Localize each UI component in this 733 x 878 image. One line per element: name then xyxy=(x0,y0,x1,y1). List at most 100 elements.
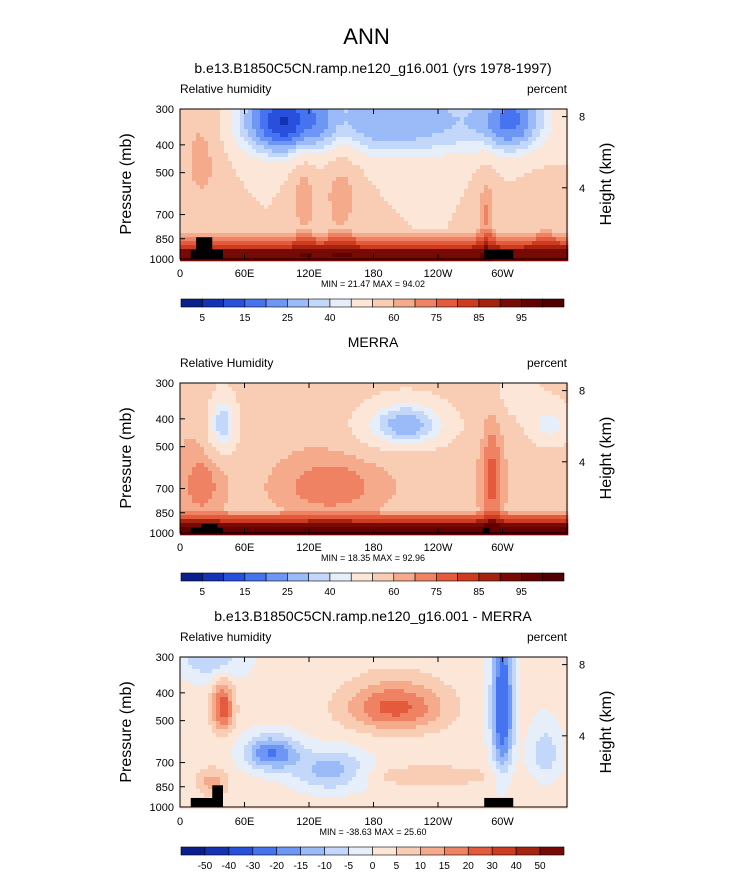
heatmap-cell xyxy=(460,169,464,173)
heatmap-cell xyxy=(228,125,232,129)
heatmap-cell xyxy=(456,121,460,125)
heatmap-cell xyxy=(484,181,488,185)
heatmap-cell xyxy=(268,407,272,411)
heatmap-cell xyxy=(260,253,264,257)
heatmap-cell xyxy=(240,133,244,137)
heatmap-cell xyxy=(440,205,444,209)
heatmap-cell xyxy=(464,121,468,125)
heatmap-cell xyxy=(224,253,228,257)
heatmap-cell xyxy=(220,399,224,403)
heatmap-cell xyxy=(372,205,376,209)
heatmap-cell xyxy=(368,249,372,253)
heatmap-cell xyxy=(528,427,532,431)
heatmap-cell xyxy=(324,193,328,197)
heatmap-cell xyxy=(328,205,332,209)
heatmap-cell xyxy=(540,427,544,431)
heatmap-cell xyxy=(424,193,428,197)
heatmap-cell xyxy=(316,395,320,399)
heatmap-cell xyxy=(460,109,464,113)
heatmap-cell xyxy=(420,149,424,153)
heatmap-cell xyxy=(516,165,520,169)
heatmap-cell xyxy=(288,249,292,253)
heatmap-cell xyxy=(548,205,552,209)
heatmap-cell xyxy=(220,245,224,249)
heatmap-cell xyxy=(380,415,384,419)
heatmap-cell xyxy=(380,137,384,141)
colorbar-box xyxy=(309,299,330,307)
heatmap-cell xyxy=(284,181,288,185)
heatmap-cell xyxy=(496,181,500,185)
heatmap-cell xyxy=(236,213,240,217)
heatmap-cell xyxy=(504,153,508,157)
heatmap-cell xyxy=(516,125,520,129)
heatmap-cell xyxy=(180,193,184,197)
heatmap-cell xyxy=(440,391,444,395)
heatmap-cell xyxy=(516,217,520,221)
heatmap-cell xyxy=(272,391,276,395)
heatmap-cell xyxy=(332,205,336,209)
heatmap-cell xyxy=(496,197,500,201)
heatmap-cell xyxy=(516,161,520,165)
heatmap-cell xyxy=(516,399,520,403)
heatmap-cell xyxy=(456,173,460,177)
heatmap-cell xyxy=(360,241,364,245)
heatmap-cell xyxy=(556,399,560,403)
heatmap-cell xyxy=(452,113,456,117)
heatmap-cell xyxy=(316,181,320,185)
heatmap-cell xyxy=(372,213,376,217)
heatmap-cell xyxy=(432,423,436,427)
heatmap-cell xyxy=(492,205,496,209)
heatmap-cell xyxy=(368,411,372,415)
heatmap-cell xyxy=(452,245,456,249)
heatmap-cell xyxy=(552,173,556,177)
heatmap-cell xyxy=(356,177,360,181)
heatmap-cell xyxy=(216,153,220,157)
heatmap-cell xyxy=(312,121,316,125)
heatmap-cell xyxy=(500,137,504,141)
heatmap-cell xyxy=(304,403,308,407)
heatmap-cell xyxy=(380,209,384,213)
heatmap-cell xyxy=(308,141,312,145)
heatmap-cell xyxy=(296,129,300,133)
heatmap-cell xyxy=(448,225,452,229)
heatmap-cell xyxy=(184,229,188,233)
heatmap-cell xyxy=(400,395,404,399)
heatmap-cell xyxy=(376,229,380,233)
heatmap-cell xyxy=(388,185,392,189)
heatmap-cell xyxy=(436,125,440,129)
heatmap-cell xyxy=(440,233,444,237)
heatmap-cell xyxy=(316,185,320,189)
heatmap-cell xyxy=(348,209,352,213)
heatmap-cell xyxy=(232,229,236,233)
heatmap-cell xyxy=(376,185,380,189)
heatmap-cell xyxy=(504,213,508,217)
heatmap-cell xyxy=(384,209,388,213)
heatmap-cell xyxy=(228,189,232,193)
heatmap-cell xyxy=(332,189,336,193)
heatmap-cell xyxy=(344,253,348,257)
heatmap-cell xyxy=(520,185,524,189)
heatmap-cell xyxy=(548,193,552,197)
heatmap-cell xyxy=(356,225,360,229)
heatmap-cell xyxy=(292,201,296,205)
heatmap-cell xyxy=(208,177,212,181)
heatmap-cell xyxy=(288,383,292,387)
heatmap-cell xyxy=(348,145,352,149)
heatmap-cell xyxy=(556,145,560,149)
heatmap-cell xyxy=(256,427,260,431)
heatmap-cell xyxy=(400,153,404,157)
heatmap-cell xyxy=(460,209,464,213)
heatmap-cell xyxy=(520,221,524,225)
heatmap-cell xyxy=(296,403,300,407)
heatmap-cell xyxy=(404,407,408,411)
heatmap-cell xyxy=(204,205,208,209)
heatmap-cell xyxy=(388,189,392,193)
heatmap-cell xyxy=(544,181,548,185)
heatmap-cell xyxy=(332,407,336,411)
heatmap-cell xyxy=(404,173,408,177)
heatmap-cell xyxy=(396,141,400,145)
heatmap-cell xyxy=(496,137,500,141)
heatmap-cell xyxy=(380,213,384,217)
heatmap-cell xyxy=(324,423,328,427)
heatmap-cell xyxy=(516,403,520,407)
